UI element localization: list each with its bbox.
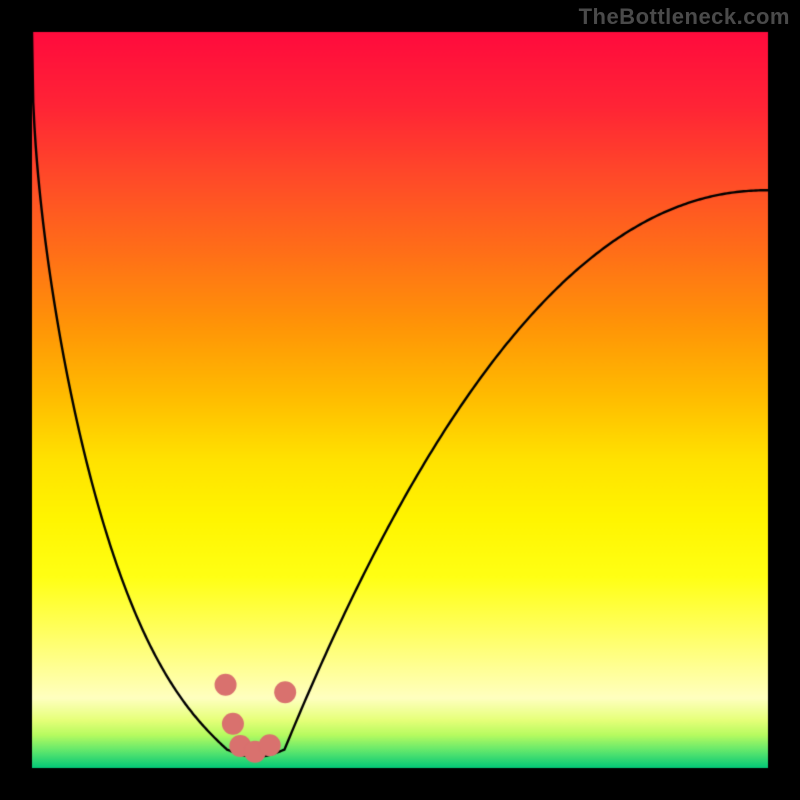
bottleneck-curve-chart bbox=[0, 0, 800, 800]
chart-stage: TheBottleneck.com bbox=[0, 0, 800, 800]
watermark-text: TheBottleneck.com bbox=[579, 4, 790, 30]
